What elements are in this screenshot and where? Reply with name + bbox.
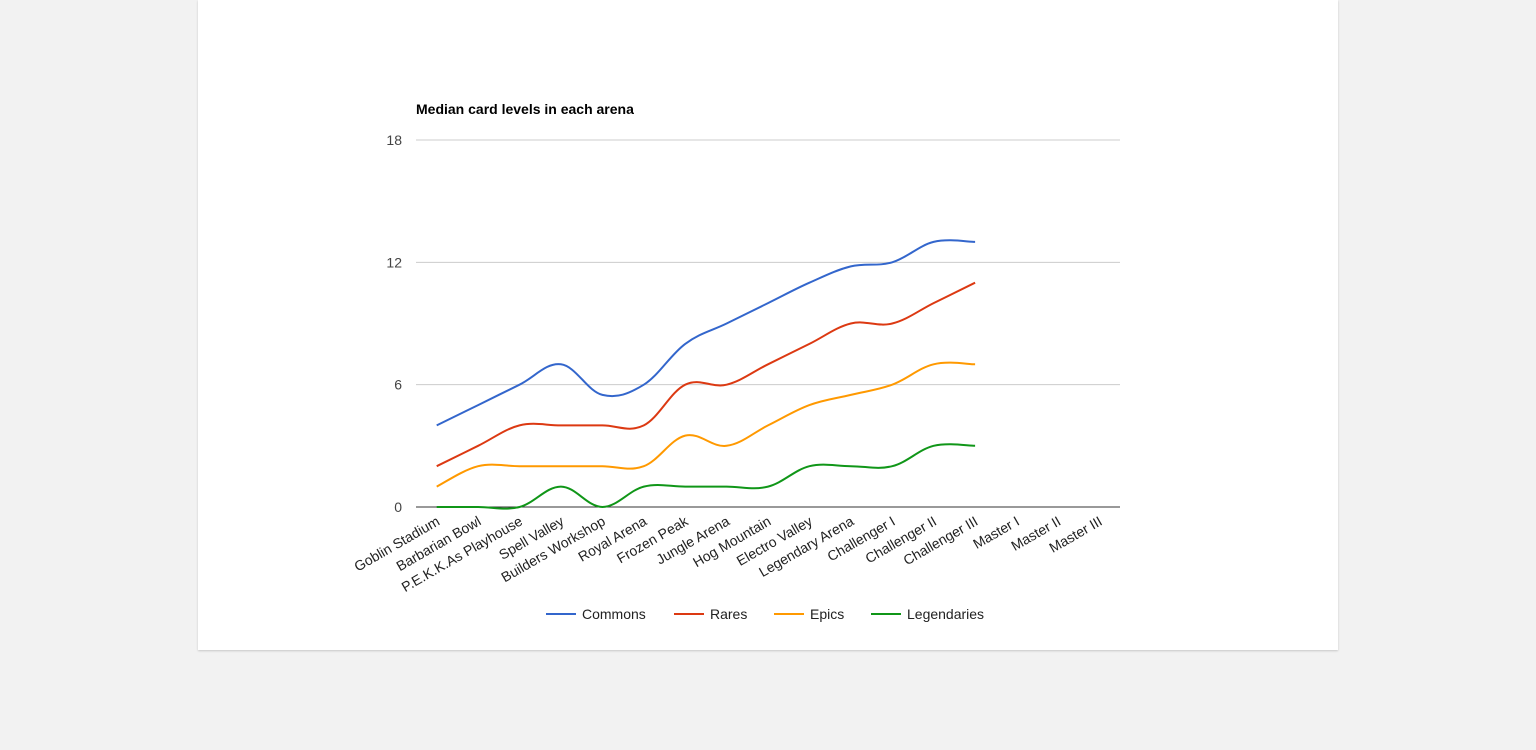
chart-card: Median card levels in each arena 0 6 12 18 … bbox=[198, 0, 1338, 650]
chart-title: Median card levels in each arena bbox=[416, 101, 634, 117]
series-line-epics[interactable] bbox=[436, 361, 976, 488]
y-tick-label: 12 bbox=[386, 254, 402, 270]
y-tick-label: 0 bbox=[394, 499, 402, 515]
y-axis-tick-labels: 0 6 12 18 bbox=[386, 132, 402, 515]
legend[interactable]: Commons Rares Epics Legendaries bbox=[546, 606, 984, 622]
legend-item-epics[interactable]: Epics bbox=[774, 606, 844, 622]
legend-item-commons[interactable]: Commons bbox=[546, 606, 646, 622]
legend-label: Rares bbox=[710, 606, 747, 622]
series-line-legendaries[interactable] bbox=[436, 443, 976, 510]
series-line-commons[interactable] bbox=[436, 239, 976, 427]
legend-label: Epics bbox=[810, 606, 844, 622]
legend-item-rares[interactable]: Rares bbox=[674, 606, 747, 622]
series-line-rares[interactable] bbox=[436, 281, 976, 468]
legend-label: Legendaries bbox=[907, 606, 984, 622]
legend-label: Commons bbox=[582, 606, 646, 622]
series-lines bbox=[436, 239, 976, 510]
y-tick-label: 6 bbox=[394, 377, 402, 393]
line-chart: Median card levels in each arena 061218 … bbox=[351, 101, 1120, 622]
gridlines bbox=[416, 139, 1120, 508]
legend-item-legendaries[interactable]: Legendaries bbox=[871, 606, 984, 622]
y-tick-label: 18 bbox=[386, 132, 402, 148]
